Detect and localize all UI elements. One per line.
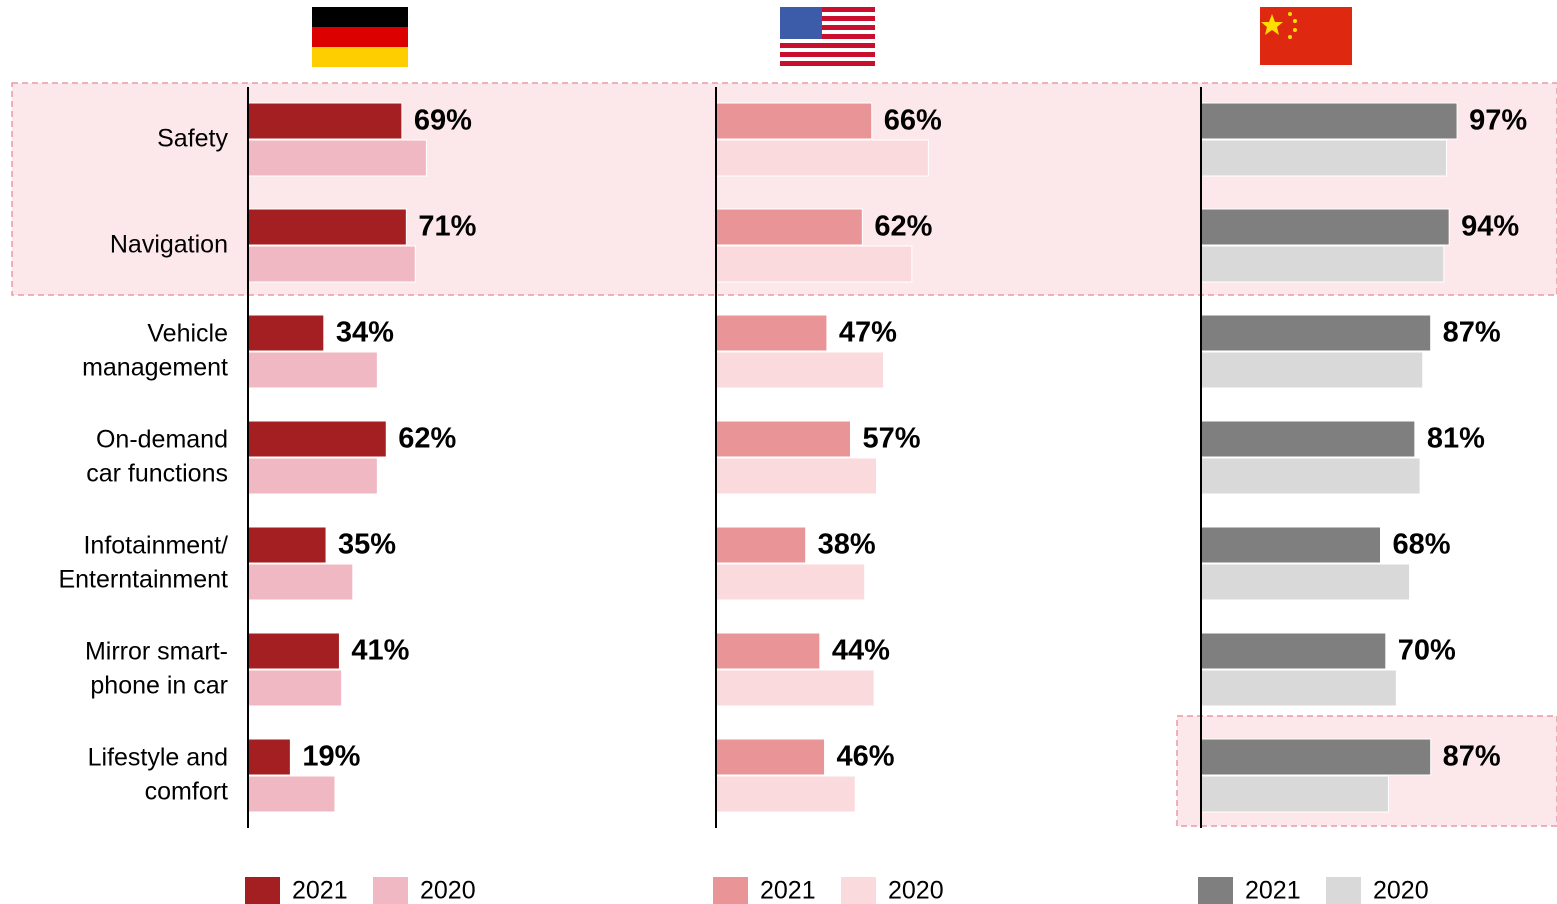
bar	[1200, 314, 1432, 352]
legend-swatch	[245, 877, 280, 904]
category-label: Navigation	[110, 231, 228, 259]
bar	[247, 669, 343, 707]
legend-swatch	[1198, 877, 1233, 904]
bar	[1200, 351, 1424, 389]
value-label: 38%	[818, 529, 876, 561]
bar	[1200, 669, 1397, 707]
value-label: 87%	[1443, 317, 1501, 349]
bar	[247, 314, 325, 352]
bar	[247, 351, 378, 389]
bar	[247, 632, 340, 670]
bar	[715, 102, 873, 140]
bar	[715, 563, 866, 601]
category-label: comfort	[145, 778, 228, 806]
category-label: Vehicle	[147, 320, 228, 348]
bar	[1200, 208, 1450, 246]
category-label: Enterntainment	[58, 566, 228, 594]
value-label: 69%	[414, 105, 472, 137]
category-label: On-demand	[96, 426, 228, 454]
bar	[1200, 245, 1445, 283]
value-label: 47%	[839, 317, 897, 349]
legend-label: 2020	[1373, 877, 1429, 904]
bar	[1200, 738, 1432, 776]
bar	[247, 775, 336, 813]
bar	[715, 245, 913, 283]
bar	[1200, 775, 1389, 813]
bar	[715, 738, 826, 776]
value-label: 81%	[1427, 423, 1485, 455]
bar	[715, 208, 863, 246]
legend-swatch	[1326, 877, 1361, 904]
category-label: Safety	[157, 125, 228, 153]
bar	[715, 314, 828, 352]
legend-label: 2021	[760, 877, 816, 904]
bar	[1200, 632, 1387, 670]
value-label: 66%	[884, 105, 942, 137]
bar	[1200, 563, 1411, 601]
bar	[715, 669, 875, 707]
bar	[247, 526, 327, 564]
value-label: 57%	[863, 423, 921, 455]
flag-usa	[780, 7, 875, 67]
bar	[1200, 526, 1382, 564]
value-label: 34%	[336, 317, 394, 349]
legend-swatch	[713, 877, 748, 904]
value-label: 87%	[1443, 741, 1501, 773]
category-label: phone in car	[90, 672, 228, 700]
bar	[715, 775, 856, 813]
value-label: 44%	[832, 635, 890, 667]
bar	[247, 457, 378, 495]
value-label: 62%	[398, 423, 456, 455]
value-label: 68%	[1393, 529, 1451, 561]
category-label: Mirror smart-	[85, 638, 228, 666]
bar	[1200, 457, 1421, 495]
value-label: 71%	[418, 211, 476, 243]
value-label: 46%	[837, 741, 895, 773]
flag-germany	[312, 7, 408, 67]
bar	[247, 420, 387, 458]
bar	[1200, 420, 1416, 458]
bar	[247, 738, 291, 776]
legend-label: 2020	[420, 877, 476, 904]
bar	[247, 245, 416, 283]
bar	[247, 563, 354, 601]
category-label: car functions	[86, 460, 228, 488]
value-label: 19%	[302, 741, 360, 773]
flag-china	[1260, 7, 1352, 65]
value-label: 94%	[1461, 211, 1519, 243]
legend-swatch	[373, 877, 408, 904]
value-label: 41%	[351, 635, 409, 667]
legend-label: 2021	[292, 877, 348, 904]
bar	[1200, 102, 1458, 140]
bar	[247, 139, 427, 177]
bar	[715, 632, 821, 670]
bar	[247, 102, 403, 140]
legend-label: 2021	[1245, 877, 1301, 904]
bar	[1200, 139, 1448, 177]
value-label: 35%	[338, 529, 396, 561]
bar	[715, 139, 929, 177]
category-label: Infotainment/	[83, 532, 228, 560]
bar	[247, 208, 407, 246]
legend-label: 2020	[888, 877, 944, 904]
category-label: Lifestyle and	[88, 744, 228, 772]
value-label: 70%	[1398, 635, 1456, 667]
legend-swatch	[841, 877, 876, 904]
value-label: 97%	[1469, 105, 1527, 137]
value-label: 62%	[874, 211, 932, 243]
bar	[715, 457, 877, 495]
bar	[715, 526, 807, 564]
bar	[715, 351, 885, 389]
category-label: management	[82, 354, 228, 382]
bar	[715, 420, 852, 458]
